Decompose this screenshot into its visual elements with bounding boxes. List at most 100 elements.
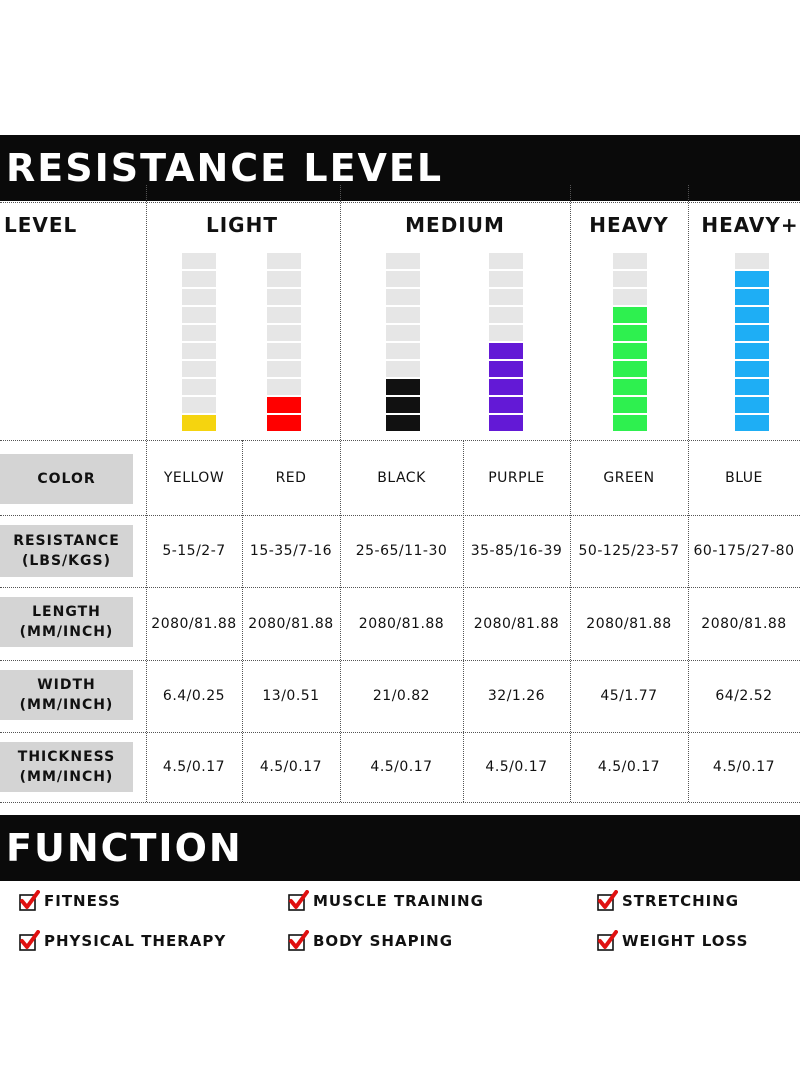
empty-level-segment <box>386 361 420 377</box>
table-cell: 21/0.82 <box>372 688 431 704</box>
filled-level-segment <box>489 379 523 395</box>
filled-level-segment <box>735 307 769 323</box>
function-title: FUNCTION <box>6 826 243 870</box>
checkmark-box-icon <box>597 890 618 911</box>
empty-level-segment <box>735 253 769 269</box>
table-cell: 5-15/2-7 <box>162 543 226 559</box>
checkmark-box-icon <box>19 930 40 951</box>
grid-vertical-line <box>688 185 689 802</box>
function-label: BODY SHAPING <box>313 932 454 950</box>
filled-level-segment <box>735 343 769 359</box>
table-cell: 4.5/0.17 <box>485 759 548 775</box>
grid-horizontal-line <box>0 660 800 661</box>
row-label: LENGTH (MM/INCH) <box>0 597 133 647</box>
row-label: COLOR <box>0 454 133 504</box>
empty-level-segment <box>182 271 216 287</box>
function-label: WEIGHT LOSS <box>622 932 749 950</box>
empty-level-segment <box>182 289 216 305</box>
filled-level-segment <box>267 397 301 413</box>
filled-level-segment <box>613 379 647 395</box>
table-cell: 13/0.51 <box>262 688 320 704</box>
grid-vertical-line <box>463 440 464 802</box>
function-item: STRETCHING <box>596 890 739 912</box>
row-label: THICKNESS (MM/INCH) <box>0 742 133 792</box>
filled-level-segment <box>489 415 523 431</box>
filled-level-segment <box>386 379 420 395</box>
empty-level-segment <box>386 289 420 305</box>
filled-level-segment <box>386 397 420 413</box>
filled-level-segment <box>613 343 647 359</box>
table-cell: 4.5/0.17 <box>162 759 226 775</box>
empty-level-segment <box>613 253 647 269</box>
grid-horizontal-line <box>0 732 800 733</box>
empty-level-segment <box>489 289 523 305</box>
function-label: MUSCLE TRAINING <box>313 892 484 910</box>
table-cell: GREEN <box>603 469 655 486</box>
empty-level-segment <box>182 361 216 377</box>
empty-level-segment <box>386 253 420 269</box>
empty-level-segment <box>386 325 420 341</box>
table-cell: 2080/81.88 <box>586 615 672 632</box>
filled-level-segment <box>489 343 523 359</box>
filled-level-segment <box>489 397 523 413</box>
function-item: PHYSICAL THERAPY <box>18 930 226 952</box>
table-cell: 2080/81.88 <box>701 615 787 632</box>
heavy-group-header: HEAVY <box>589 213 669 237</box>
table-cell: 2080/81.88 <box>473 615 560 632</box>
empty-level-segment <box>267 289 301 305</box>
table-cell: 6.4/0.25 <box>162 688 226 704</box>
filled-level-segment <box>386 415 420 431</box>
empty-level-segment <box>267 271 301 287</box>
empty-level-segment <box>182 307 216 323</box>
checkmark-box-icon <box>597 930 618 951</box>
table-cell: 2080/81.88 <box>151 615 237 632</box>
empty-level-segment <box>489 325 523 341</box>
filled-level-segment <box>735 289 769 305</box>
table-cell: 2080/81.88 <box>248 615 334 632</box>
level-column-header: LEVEL <box>4 213 78 237</box>
row-label: RESISTANCE (LBS/KGS) <box>0 525 133 577</box>
filled-level-segment <box>735 361 769 377</box>
filled-level-segment <box>182 415 216 431</box>
filled-level-segment <box>613 397 647 413</box>
empty-level-segment <box>267 307 301 323</box>
function-label: FITNESS <box>44 892 121 910</box>
band-level-bar <box>613 253 647 431</box>
filled-level-segment <box>613 415 647 431</box>
function-banner: FUNCTION <box>0 815 800 881</box>
filled-level-segment <box>735 415 769 431</box>
table-cell: 4.5/0.17 <box>259 759 323 775</box>
empty-level-segment <box>267 253 301 269</box>
function-item: BODY SHAPING <box>287 930 453 952</box>
heavy-plus-group-header: HEAVY+ <box>701 213 799 237</box>
empty-level-segment <box>489 307 523 323</box>
empty-level-segment <box>613 289 647 305</box>
filled-level-segment <box>735 397 769 413</box>
table-cell: RED <box>275 469 307 486</box>
table-cell: 60-175/27-80 <box>693 543 795 559</box>
filled-level-segment <box>735 271 769 287</box>
band-level-bar <box>735 253 769 431</box>
table-cell: 50-125/23-57 <box>578 543 680 559</box>
table-cell: PURPLE <box>488 469 545 486</box>
empty-level-segment <box>182 397 216 413</box>
table-cell: 2080/81.88 <box>358 615 445 632</box>
function-item: WEIGHT LOSS <box>596 930 748 952</box>
band-level-bar <box>182 253 216 431</box>
empty-level-segment <box>182 325 216 341</box>
table-cell: 4.5/0.17 <box>370 759 433 775</box>
empty-level-segment <box>613 271 647 287</box>
row-label: WIDTH (MM/INCH) <box>0 670 133 720</box>
table-cell: 25-65/11-30 <box>355 543 448 559</box>
filled-level-segment <box>613 307 647 323</box>
grid-vertical-line <box>242 440 243 802</box>
table-cell: BLUE <box>725 469 763 486</box>
function-item: FITNESS <box>18 890 121 912</box>
resistance-level-banner: RESISTANCE LEVEL <box>0 135 800 201</box>
band-level-bar <box>386 253 420 431</box>
grid-horizontal-line <box>0 587 800 588</box>
band-level-bar <box>489 253 523 431</box>
grid-horizontal-line <box>0 515 800 516</box>
table-cell: 45/1.77 <box>600 688 658 704</box>
checkmark-box-icon <box>288 890 309 911</box>
